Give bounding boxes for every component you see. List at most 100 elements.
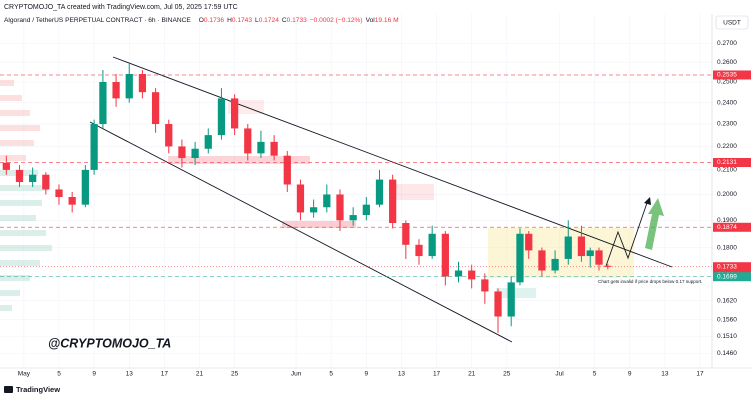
target-arrow (645, 198, 664, 250)
candle-body (323, 194, 331, 208)
candle-body (468, 270, 476, 280)
profile-bar (0, 290, 20, 296)
candle-body (428, 233, 436, 257)
y-tick-label: 0.2000 (717, 191, 737, 198)
y-axis: 0.2700 0.2600 0.2500 0.2400 0.2300 0.2200 0.21… (713, 40, 751, 357)
candle-body (441, 233, 449, 277)
y-tick-label: 0.2200 (717, 143, 737, 150)
zone (168, 156, 310, 164)
candle-body (586, 250, 594, 257)
x-tick-label: 5 (57, 371, 61, 378)
candle-body (99, 81, 107, 125)
x-tick-label: 5 (329, 371, 333, 378)
y-tick-label: 0.2500 (717, 79, 737, 86)
candle-body (90, 124, 98, 170)
currency-button[interactable] (715, 15, 749, 30)
candle-body (577, 236, 586, 257)
y-tick-label: 0.2100 (717, 167, 737, 174)
profile-bar (0, 230, 46, 236)
profile-bar (0, 125, 40, 131)
x-tick-label: 17 (696, 371, 704, 378)
ohlc-key: O (199, 17, 204, 24)
candle-body (595, 250, 603, 265)
x-tick-label: 13 (661, 371, 669, 378)
candle-body (310, 207, 318, 213)
candle-body (2, 162, 10, 170)
candle-body (165, 124, 173, 147)
x-tick-label: Jul (555, 371, 564, 378)
candle-body (230, 98, 239, 129)
candle-body (15, 169, 24, 183)
profile-bar (0, 215, 36, 221)
x-tick-label: 21 (468, 371, 476, 378)
x-tick-label: 17 (433, 371, 441, 378)
x-tick-label: 9 (92, 371, 96, 378)
change: −0.0002 (−0.12%) (310, 17, 363, 24)
candle-body (375, 179, 384, 205)
profile-bar (0, 200, 42, 206)
candle-body (42, 174, 50, 190)
candle-body (604, 265, 612, 267)
candle-body (283, 155, 291, 185)
x-tick-label: May (18, 371, 31, 378)
x-tick-label: 25 (503, 371, 511, 378)
ohlc-key: C (282, 17, 287, 24)
zone (282, 221, 356, 228)
candle-body (138, 73, 147, 93)
candle-body (402, 222, 410, 245)
trendline-lower (89, 121, 513, 343)
footer-brand: TradingView (16, 385, 60, 394)
currency[interactable]: USDT (723, 20, 741, 27)
watermark: @CRYPTOMOJO_TA (48, 336, 171, 350)
profile-bar (0, 305, 12, 311)
y-tick-label: 0.2600 (717, 59, 737, 66)
footer (0, 380, 752, 400)
profile-bar (0, 80, 14, 86)
candle-body (204, 135, 212, 149)
price-label: 0.1733 (717, 263, 737, 270)
price-label: 0.2131 (717, 159, 737, 166)
price-label-box (713, 158, 751, 168)
trendline-upper (112, 56, 673, 268)
candle-body (525, 233, 533, 251)
candle-body (29, 174, 37, 183)
candle-body (270, 141, 278, 156)
x-tick-label: 9 (365, 371, 369, 378)
x-tick-label: Jun (291, 371, 302, 378)
candle-body (551, 258, 559, 271)
zone (496, 288, 536, 298)
x-tick-label: 21 (196, 371, 204, 378)
candle-body (415, 244, 423, 257)
y-tick-label: 0.2300 (717, 121, 737, 128)
candle-body (336, 194, 344, 221)
candle-body (151, 92, 160, 125)
volume-value: 19.16 M (375, 17, 399, 24)
candle-body (362, 204, 370, 216)
ohlc-value: 0.1733 (287, 17, 308, 24)
candle-body (244, 128, 252, 154)
profile-bar (0, 275, 30, 281)
x-tick-label: 5 (593, 371, 597, 378)
profile-bar (0, 245, 52, 251)
x-axis: May 5 9 13 17 21 25 Jun 5 9 13 17 21 25 Jul 5 9 13 17 (18, 371, 704, 378)
y-tick-label: 0.1800 (717, 244, 737, 251)
candle-body (296, 184, 305, 213)
price-label-box (713, 222, 751, 232)
footer-logo (4, 386, 13, 393)
price-label: 0.1699 (717, 273, 737, 280)
profile-bar (0, 185, 48, 191)
y-tick-label: 0.2400 (717, 99, 737, 106)
candle-body (55, 189, 63, 198)
candle-body (389, 179, 397, 223)
candle-body (349, 215, 357, 221)
projection-head (644, 197, 651, 205)
ohlc-key: L (255, 17, 259, 24)
price-label-box (713, 70, 751, 80)
candle-body (257, 141, 265, 154)
candles (2, 62, 612, 333)
profile-bar (0, 110, 30, 116)
candle-body (538, 250, 546, 271)
y-tick-label: 0.1620 (717, 297, 737, 304)
x-tick-label: 17 (161, 371, 169, 378)
